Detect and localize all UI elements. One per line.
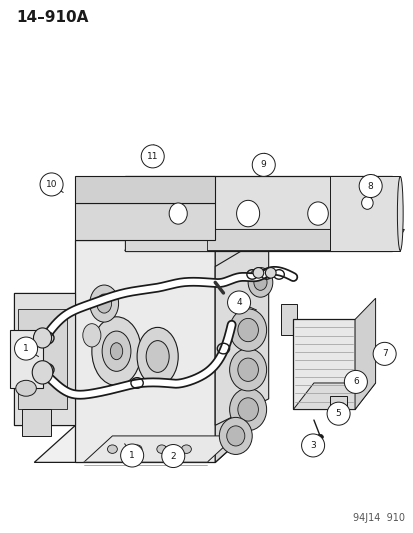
Polygon shape [330, 396, 346, 407]
Ellipse shape [97, 294, 112, 313]
Ellipse shape [253, 274, 266, 290]
Text: 1: 1 [129, 451, 135, 460]
Ellipse shape [316, 434, 323, 440]
Ellipse shape [107, 445, 117, 454]
Polygon shape [215, 235, 268, 425]
Ellipse shape [229, 349, 266, 391]
Ellipse shape [229, 388, 266, 431]
Ellipse shape [265, 268, 275, 278]
Circle shape [227, 291, 250, 314]
Text: 5: 5 [335, 409, 341, 418]
Polygon shape [215, 203, 256, 463]
Ellipse shape [236, 200, 259, 227]
Ellipse shape [169, 203, 187, 224]
Ellipse shape [137, 327, 178, 385]
Ellipse shape [92, 317, 141, 385]
Text: 10: 10 [46, 180, 57, 189]
Circle shape [326, 402, 349, 425]
Ellipse shape [83, 324, 101, 347]
Polygon shape [22, 409, 51, 436]
Polygon shape [14, 293, 75, 425]
Polygon shape [14, 293, 75, 425]
Polygon shape [18, 309, 67, 409]
Ellipse shape [307, 202, 328, 225]
Ellipse shape [226, 426, 244, 446]
Ellipse shape [252, 268, 263, 278]
Text: 94J14  910: 94J14 910 [352, 513, 404, 523]
Circle shape [14, 337, 38, 360]
Ellipse shape [110, 343, 122, 360]
Ellipse shape [396, 176, 402, 251]
Polygon shape [280, 304, 297, 335]
Polygon shape [75, 240, 215, 463]
Polygon shape [83, 436, 235, 463]
Ellipse shape [33, 328, 52, 348]
Polygon shape [293, 319, 354, 409]
Ellipse shape [102, 331, 131, 372]
Ellipse shape [90, 285, 118, 322]
Ellipse shape [237, 318, 258, 342]
Ellipse shape [247, 268, 272, 297]
Circle shape [301, 434, 324, 457]
Polygon shape [124, 229, 404, 251]
Text: 6: 6 [352, 377, 358, 386]
Ellipse shape [146, 341, 169, 373]
Text: 4: 4 [236, 298, 241, 307]
Text: 11: 11 [147, 152, 158, 161]
Polygon shape [293, 383, 375, 409]
Polygon shape [75, 176, 215, 203]
Polygon shape [354, 298, 375, 409]
Circle shape [358, 174, 381, 198]
Ellipse shape [132, 445, 142, 454]
Ellipse shape [16, 381, 36, 396]
Ellipse shape [157, 445, 166, 454]
Circle shape [161, 445, 184, 467]
Polygon shape [330, 176, 399, 251]
Circle shape [141, 145, 164, 168]
Ellipse shape [32, 361, 53, 384]
Text: 2: 2 [170, 451, 176, 461]
Circle shape [252, 154, 275, 176]
Polygon shape [9, 330, 43, 388]
Circle shape [40, 173, 63, 196]
Ellipse shape [181, 445, 191, 454]
Ellipse shape [361, 197, 372, 209]
Ellipse shape [237, 398, 258, 421]
Ellipse shape [219, 417, 252, 455]
Circle shape [120, 444, 143, 467]
Circle shape [372, 342, 395, 365]
Text: 1: 1 [23, 344, 29, 353]
Text: 14–910A: 14–910A [16, 10, 88, 25]
Text: 3: 3 [309, 441, 315, 450]
Ellipse shape [237, 358, 258, 382]
Text: 7: 7 [381, 349, 387, 358]
Text: 9: 9 [260, 160, 266, 169]
Polygon shape [75, 203, 215, 240]
Ellipse shape [370, 180, 379, 189]
Polygon shape [124, 176, 391, 251]
Text: 8: 8 [367, 182, 373, 190]
Polygon shape [34, 425, 256, 463]
Circle shape [344, 370, 366, 393]
Ellipse shape [229, 309, 266, 351]
Polygon shape [124, 214, 206, 251]
